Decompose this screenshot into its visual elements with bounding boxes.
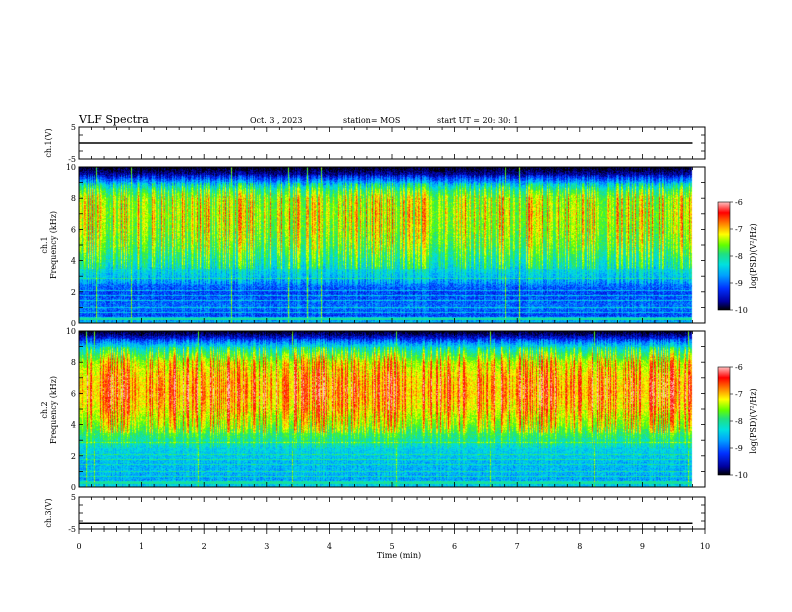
header-start-time: start UT = 20: 30: 1 (437, 116, 518, 125)
x-tick-label: 8 (577, 542, 582, 551)
x-tick-label: 5 (389, 542, 394, 551)
ch3-voltage-ylabel: ch.3(V) (44, 498, 53, 527)
ch1-voltage-ylabel: ch.1(V) (44, 128, 53, 157)
ch2-spectrogram-ylabel-channel: ch.2 (40, 401, 49, 418)
y-tick-label: 10 (66, 327, 76, 336)
colorbar-tick-label: -6 (735, 198, 743, 207)
y-tick-label: 0 (71, 319, 76, 328)
ch1-spectrogram-ylabel-freq: Frequency (kHz) (49, 211, 58, 279)
ch1-spectrogram-ylabel-channel: ch.1 (40, 236, 49, 253)
x-tick-label: 10 (700, 542, 710, 551)
colorbar-tick-label: -9 (735, 279, 743, 288)
colorbar-label: log(PSD)(V²/Hz) (749, 388, 758, 453)
spectrogram-image (79, 167, 705, 323)
ch1-spectrogram-panel (78, 166, 706, 324)
spectrogram-image (79, 331, 705, 487)
header-station: station= MOS (343, 116, 400, 125)
colorbar-bar (717, 366, 731, 476)
colorbar-tick-label: -7 (735, 225, 743, 234)
colorbar-bar (717, 201, 731, 311)
colorbar-tick-label: -10 (735, 306, 748, 315)
y-tick-label: 5 (71, 123, 76, 132)
header-date: Oct. 3 , 2023 (250, 116, 302, 125)
ch1-colorbar: -6 -7 -8 -9 -10 log(PSD)(V²/Hz) (717, 198, 758, 315)
colorbar-tick-label: -9 (735, 444, 743, 453)
x-axis-label: Time (min) (377, 551, 421, 560)
y-tick-label: -5 (68, 525, 76, 534)
y-tick-label: 8 (71, 358, 76, 367)
colorbar-tick-label: -7 (735, 390, 743, 399)
y-tick-label: -5 (68, 155, 76, 164)
x-tick-label: 1 (139, 542, 144, 551)
colorbar-label: log(PSD)(V²/Hz) (749, 223, 758, 288)
colorbar-tick-label: -8 (735, 417, 743, 426)
ch2-colorbar: -6 -7 -8 -9 -10 log(PSD)(V²/Hz) (717, 363, 758, 480)
x-tick-label: 9 (640, 542, 645, 551)
x-tick-label: 2 (202, 542, 207, 551)
colorbar-tick-label: -6 (735, 363, 743, 372)
y-tick-label: 5 (71, 493, 76, 502)
y-tick-label: 10 (66, 163, 76, 172)
y-tick-label: 6 (71, 389, 76, 398)
x-tick-label: 0 (76, 542, 81, 551)
y-tick-label: 4 (71, 257, 76, 266)
ch2-spectrogram-panel (78, 330, 706, 488)
y-tick-label: 2 (71, 288, 76, 297)
y-tick-label: 0 (71, 483, 76, 492)
y-tick-label: 2 (71, 452, 76, 461)
x-tick-label: 3 (264, 542, 269, 551)
y-tick-label: 6 (71, 225, 76, 234)
x-tick-label: 4 (327, 542, 332, 551)
ch2-spectrogram-ylabel-freq: Frequency (kHz) (49, 376, 58, 444)
y-tick-label: 4 (71, 421, 76, 430)
figure-title: VLF Spectra (78, 113, 149, 126)
y-tick-label: 8 (71, 194, 76, 203)
x-tick-label: 7 (515, 542, 520, 551)
colorbar-tick-label: -8 (735, 252, 743, 261)
colorbar-tick-label: -10 (735, 471, 748, 480)
x-tick-label: 6 (452, 542, 457, 551)
